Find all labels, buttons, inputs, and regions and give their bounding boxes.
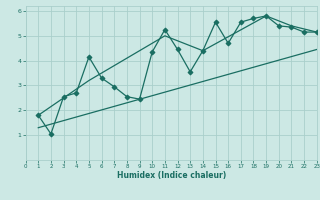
Point <box>36 114 41 117</box>
Point <box>61 95 66 98</box>
Point <box>137 98 142 101</box>
Point <box>200 49 205 52</box>
Point <box>289 26 294 29</box>
Point <box>162 28 167 31</box>
Point <box>86 55 92 59</box>
Point <box>314 30 319 34</box>
Point <box>251 17 256 20</box>
Point <box>74 91 79 95</box>
Point <box>99 76 104 80</box>
Point <box>188 70 193 73</box>
Point <box>226 42 231 45</box>
Point <box>301 30 307 34</box>
Point <box>150 50 155 54</box>
Point <box>175 48 180 51</box>
Point <box>112 85 117 88</box>
Point <box>238 21 244 24</box>
Point <box>276 24 281 27</box>
Point <box>48 132 53 136</box>
Point <box>213 21 218 24</box>
Point <box>264 14 269 18</box>
X-axis label: Humidex (Indice chaleur): Humidex (Indice chaleur) <box>116 171 226 180</box>
Point <box>124 95 130 98</box>
